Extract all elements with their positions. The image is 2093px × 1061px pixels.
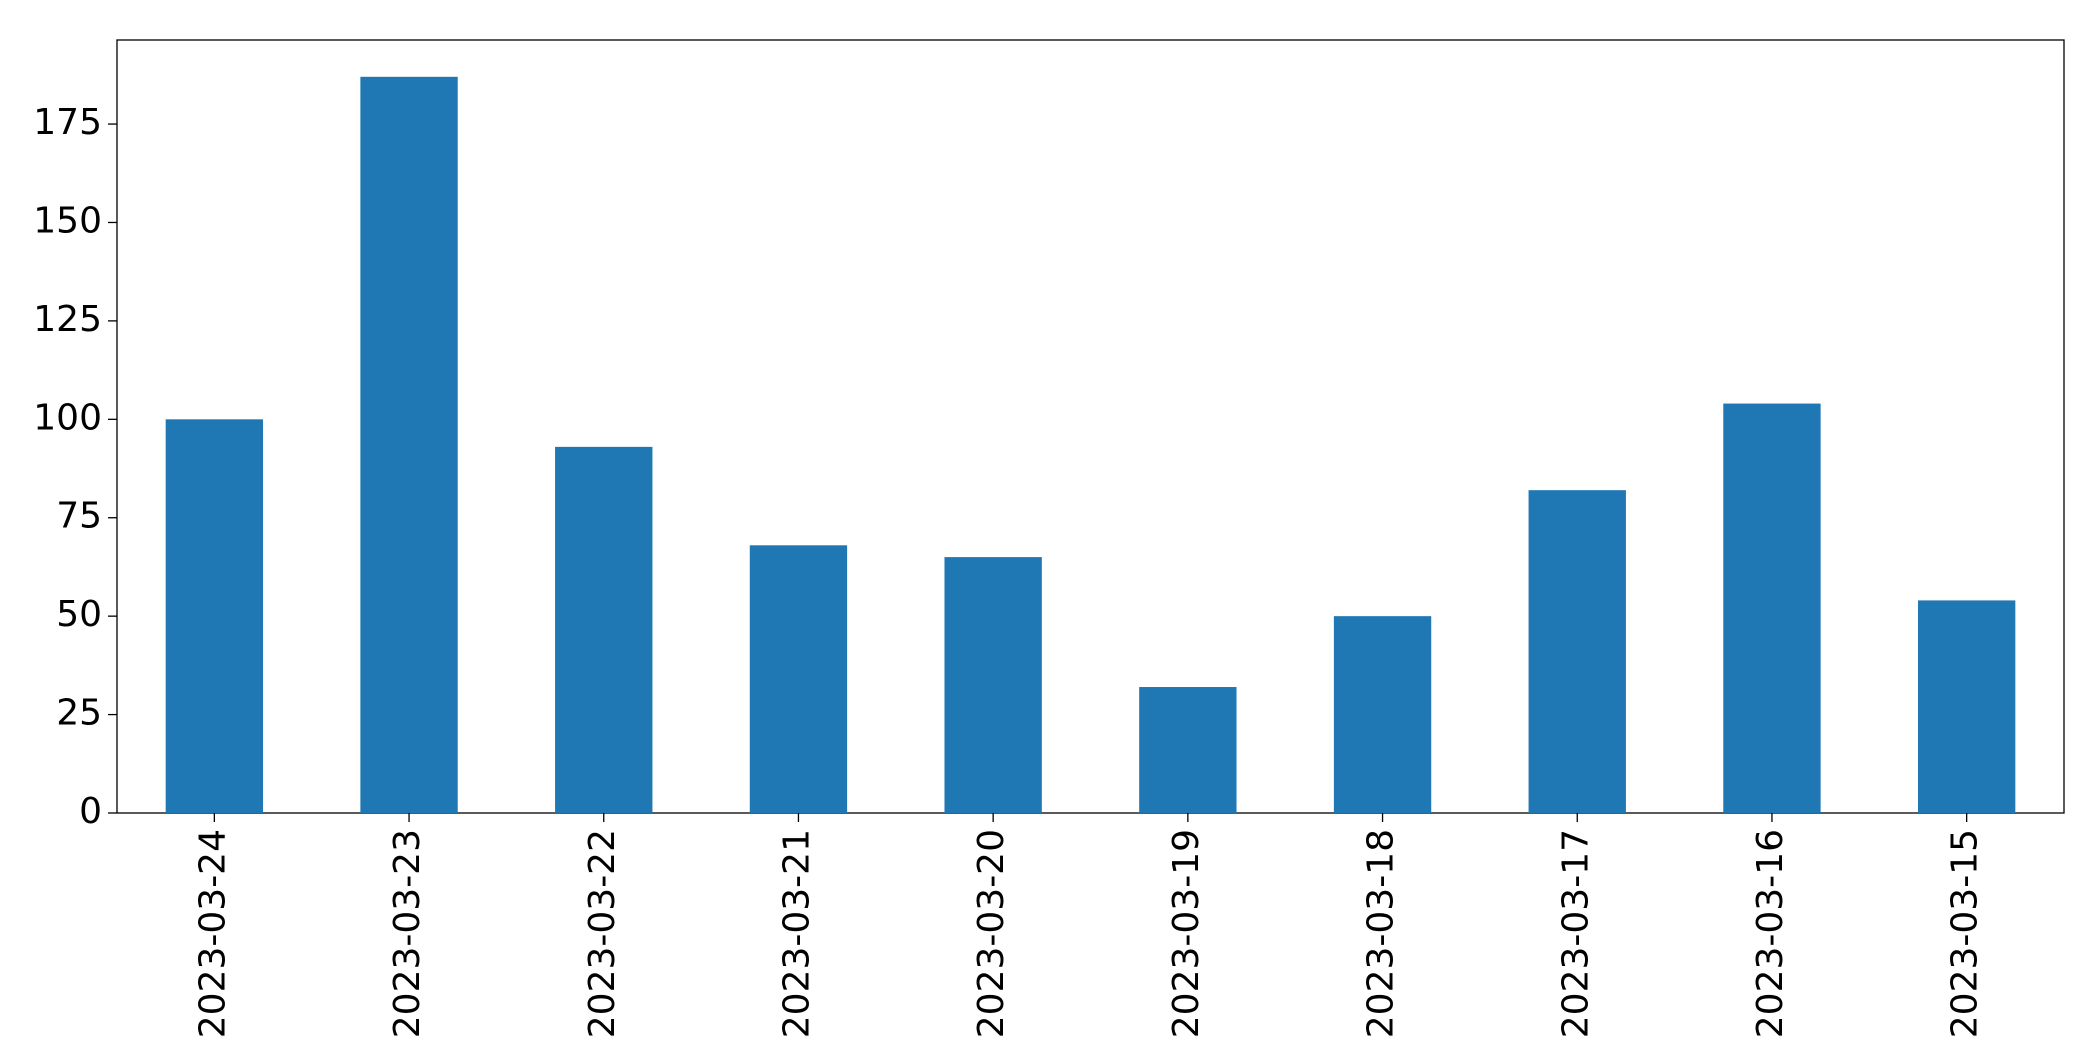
x-tick-label: 2023-03-23 [387, 829, 428, 1038]
bar [360, 76, 458, 814]
bar [165, 419, 264, 813]
bar [944, 557, 1042, 813]
x-tick-label: 2023-03-17 [1555, 829, 1596, 1038]
y-tick-label: 125 [33, 299, 102, 340]
x-tick-label: 2023-03-16 [1750, 829, 1791, 1038]
axes-frame [116, 39, 2065, 814]
y-tick-label: 25 [56, 693, 102, 734]
x-tick-label: 2023-03-18 [1361, 829, 1402, 1038]
bar [1528, 490, 1626, 813]
bar [749, 545, 848, 813]
bar [1917, 600, 2016, 813]
x-tick-label: 2023-03-20 [971, 829, 1012, 1038]
y-tick-label: 100 [33, 397, 102, 438]
x-tick-label: 2023-03-22 [582, 829, 623, 1038]
y-tick-label: 150 [33, 200, 102, 241]
y-tick-label: 50 [56, 594, 102, 635]
x-tick-label: 2023-03-21 [776, 829, 817, 1038]
bar [1333, 616, 1432, 813]
x-tick-label: 2023-03-19 [1166, 829, 1207, 1038]
y-tick-label: 175 [33, 102, 102, 143]
y-tick-label: 0 [79, 791, 102, 832]
y-tick-label: 75 [56, 496, 102, 537]
bar [1139, 687, 1237, 813]
x-tick-label: 2023-03-15 [1945, 829, 1986, 1038]
x-tick-label: 2023-03-24 [192, 829, 233, 1038]
bar [1723, 403, 1821, 813]
bar [555, 446, 653, 813]
